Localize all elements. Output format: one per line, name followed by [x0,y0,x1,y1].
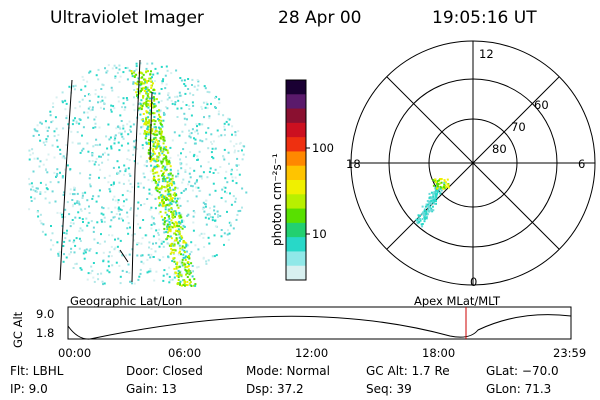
info-dsp: Dsp: 37.2 [246,382,304,396]
mlt-label-6: 6 [578,157,586,171]
info-door: Door: Closed [126,364,203,378]
info-ip: IP: 9.0 [10,382,48,396]
info-gcalt: GC Alt: 1.7 Re [366,364,450,378]
altitude-ytick-9: 9.0 [36,307,55,321]
colorbar-tick-100: 100 [312,141,334,155]
info-flt: Flt: LBHL [10,364,64,378]
lat-label-80: 80 [492,142,507,156]
xtick-0600: 06:00 [168,346,202,360]
xtick-0000: 00:00 [58,346,92,360]
info-glon: GLon: 71.3 [486,382,552,396]
info-gain: Gain: 13 [126,382,177,396]
lat-label-70: 70 [511,120,526,134]
geographic-label: Geographic Lat/Lon [70,294,183,308]
info-glat: GLat: −70.0 [486,364,559,378]
instrument-title: Ultraviolet Imager [50,8,204,28]
mlt-label-18: 18 [346,157,361,171]
xtick-1800: 18:00 [422,346,456,360]
lat-label-60: 60 [534,98,549,112]
geographic-image [28,59,248,287]
altitude-ylabel: GC Alt [11,311,25,348]
info-mode: Mode: Normal [246,364,330,378]
xtick-2359: 23:59 [553,346,587,360]
colorbar [285,79,310,281]
time-label: 19:05:16 UT [432,8,537,28]
colorbar-tick-10: 10 [312,227,327,241]
mlt-label-0: 0 [470,275,478,289]
xtick-1200: 12:00 [295,346,329,360]
info-seq: Seq: 39 [366,382,412,396]
apex-label: Apex MLat/MLT [414,294,501,308]
altitude-plot [67,306,572,340]
colorbar-unit-label: photon cm⁻²s⁻¹ [270,153,284,246]
altitude-ytick-1-8: 1.8 [36,326,55,340]
mlt-label-12: 12 [479,47,494,61]
apex-polar-plot [350,40,596,286]
date-label: 28 Apr 00 [278,8,362,28]
